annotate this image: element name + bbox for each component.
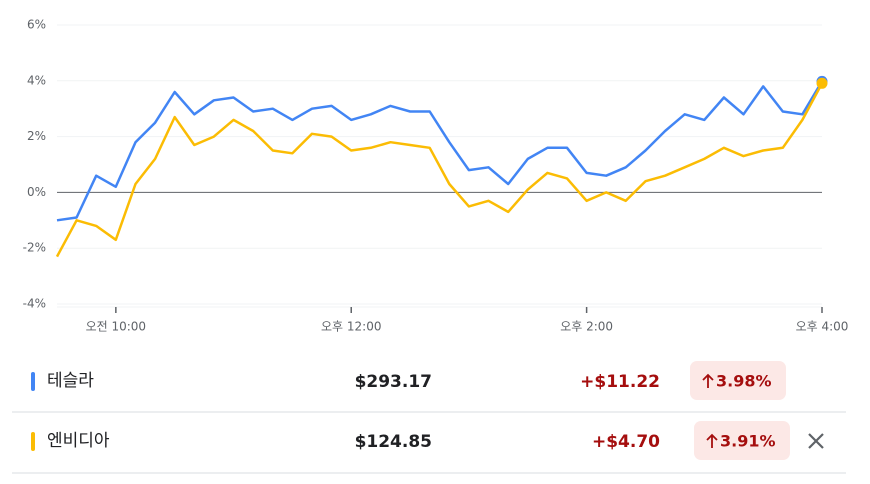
remove-button[interactable]	[808, 433, 824, 449]
legend-swatch	[31, 432, 35, 451]
series-line	[56, 80, 824, 222]
change-badge	[690, 361, 786, 400]
x-tick-label: 오후 12:00	[321, 320, 381, 334]
change-percent: 3.91%	[720, 432, 776, 451]
end-point	[816, 77, 828, 89]
y-tick-label: -2%	[23, 241, 46, 255]
y-tick-label: 4%	[27, 73, 46, 87]
change-percent: 3.98%	[716, 372, 772, 391]
up-arrow	[702, 373, 714, 388]
up-arrow	[706, 433, 718, 448]
legend-swatch	[31, 372, 35, 391]
x-tick-label: 오후 2:00	[560, 320, 613, 334]
comparison-row[interactable]: 테슬라 $293.17 +$11.22 3.98%	[31, 361, 786, 400]
y-tick-label: 0%	[27, 185, 46, 199]
close-icon[interactable]	[808, 433, 824, 449]
stock-name: 엔비디아	[47, 431, 110, 451]
price: $124.85	[355, 432, 432, 452]
change: +$4.70	[592, 432, 660, 452]
series-line	[55, 82, 824, 258]
y-tick-label: -4%	[23, 297, 46, 311]
price: $293.17	[355, 372, 432, 392]
stock-name: 테슬라	[47, 371, 94, 391]
x-tick-label: 오후 4:00	[796, 320, 849, 334]
comparison-row[interactable]: 엔비디아 $124.85 +$4.70 3.91%	[31, 421, 790, 460]
change: +$11.22	[580, 372, 660, 392]
x-tick-label: 오전 10:00	[86, 320, 146, 334]
change-badge	[694, 421, 790, 460]
y-tick-label: 2%	[27, 129, 46, 143]
y-tick-label: 6%	[27, 18, 46, 32]
